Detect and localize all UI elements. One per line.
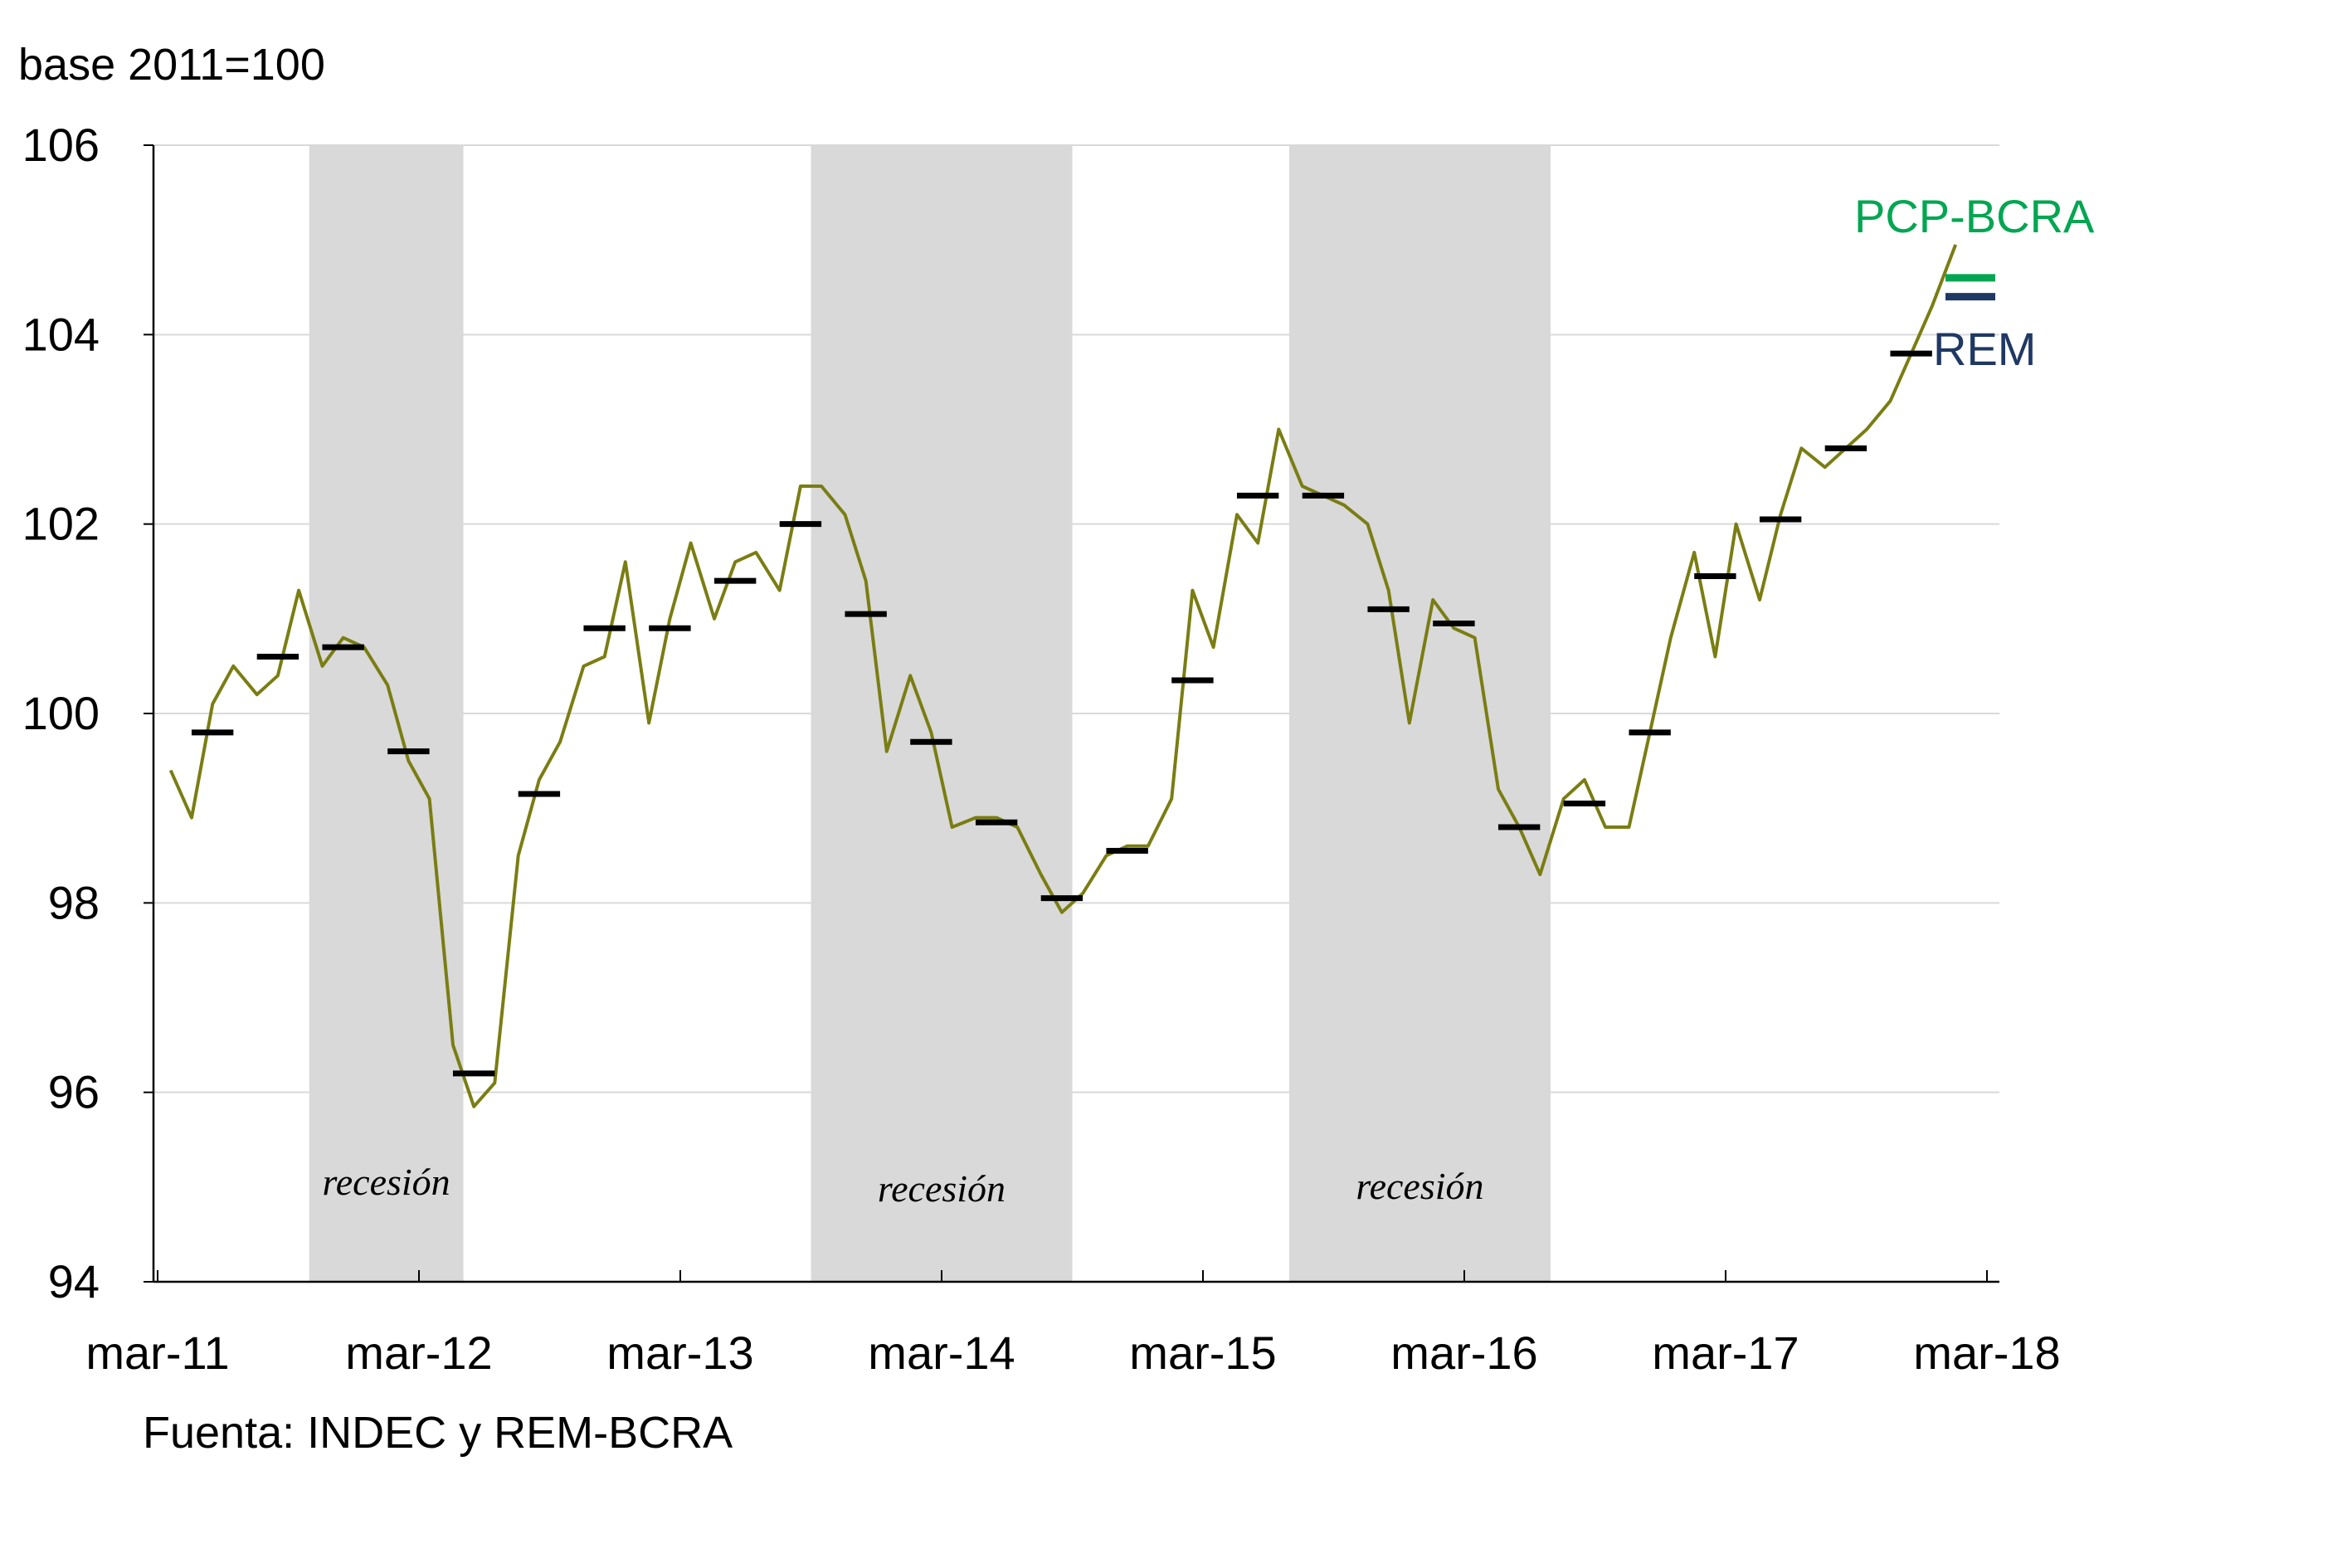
x-tick-label: mar-13: [606, 1327, 753, 1379]
y-tick-label: 96: [48, 1066, 100, 1118]
recession-label: recesión: [323, 1161, 450, 1203]
y-tick-label: 98: [48, 876, 100, 928]
source-note: Fuenta: INDEC y REM-BCRA: [143, 1408, 733, 1458]
x-tick-label: mar-14: [868, 1327, 1015, 1379]
series-layer: [168, 244, 1958, 1108]
gridlines: [153, 144, 1999, 1093]
x-tick-label: mar-11: [85, 1327, 229, 1379]
y-tick-label: 102: [22, 498, 100, 550]
y-tick-label: 106: [22, 119, 100, 171]
recession-label: recesión: [1356, 1165, 1483, 1207]
x-tick-label: mar-15: [1129, 1327, 1276, 1379]
recession-label: recesión: [878, 1167, 1006, 1210]
rem-label: REM: [1933, 323, 2036, 375]
x-tick-label: mar-12: [345, 1327, 492, 1379]
x-tick-label: mar-16: [1390, 1327, 1537, 1379]
x-tick-label: mar-17: [1652, 1327, 1799, 1379]
y-axis-unit-label: base 2011=100: [18, 40, 325, 90]
y-tick-label: 104: [22, 308, 100, 360]
axes: 94 96 98 100 102 104 106 mar-11 mar-12 mar-13 mar-…: [22, 119, 2061, 1379]
y-tick-label: 100: [22, 687, 100, 739]
x-tick-label: mar-18: [1913, 1327, 2060, 1379]
monthly-index-line: [168, 244, 1958, 1108]
y-tick-label: 94: [48, 1255, 100, 1307]
pcp-bcra-label: PCP-BCRA: [1854, 190, 2095, 242]
labels-layer: recesión recesión recesión base 2011=100 Fue…: [18, 40, 2095, 1458]
